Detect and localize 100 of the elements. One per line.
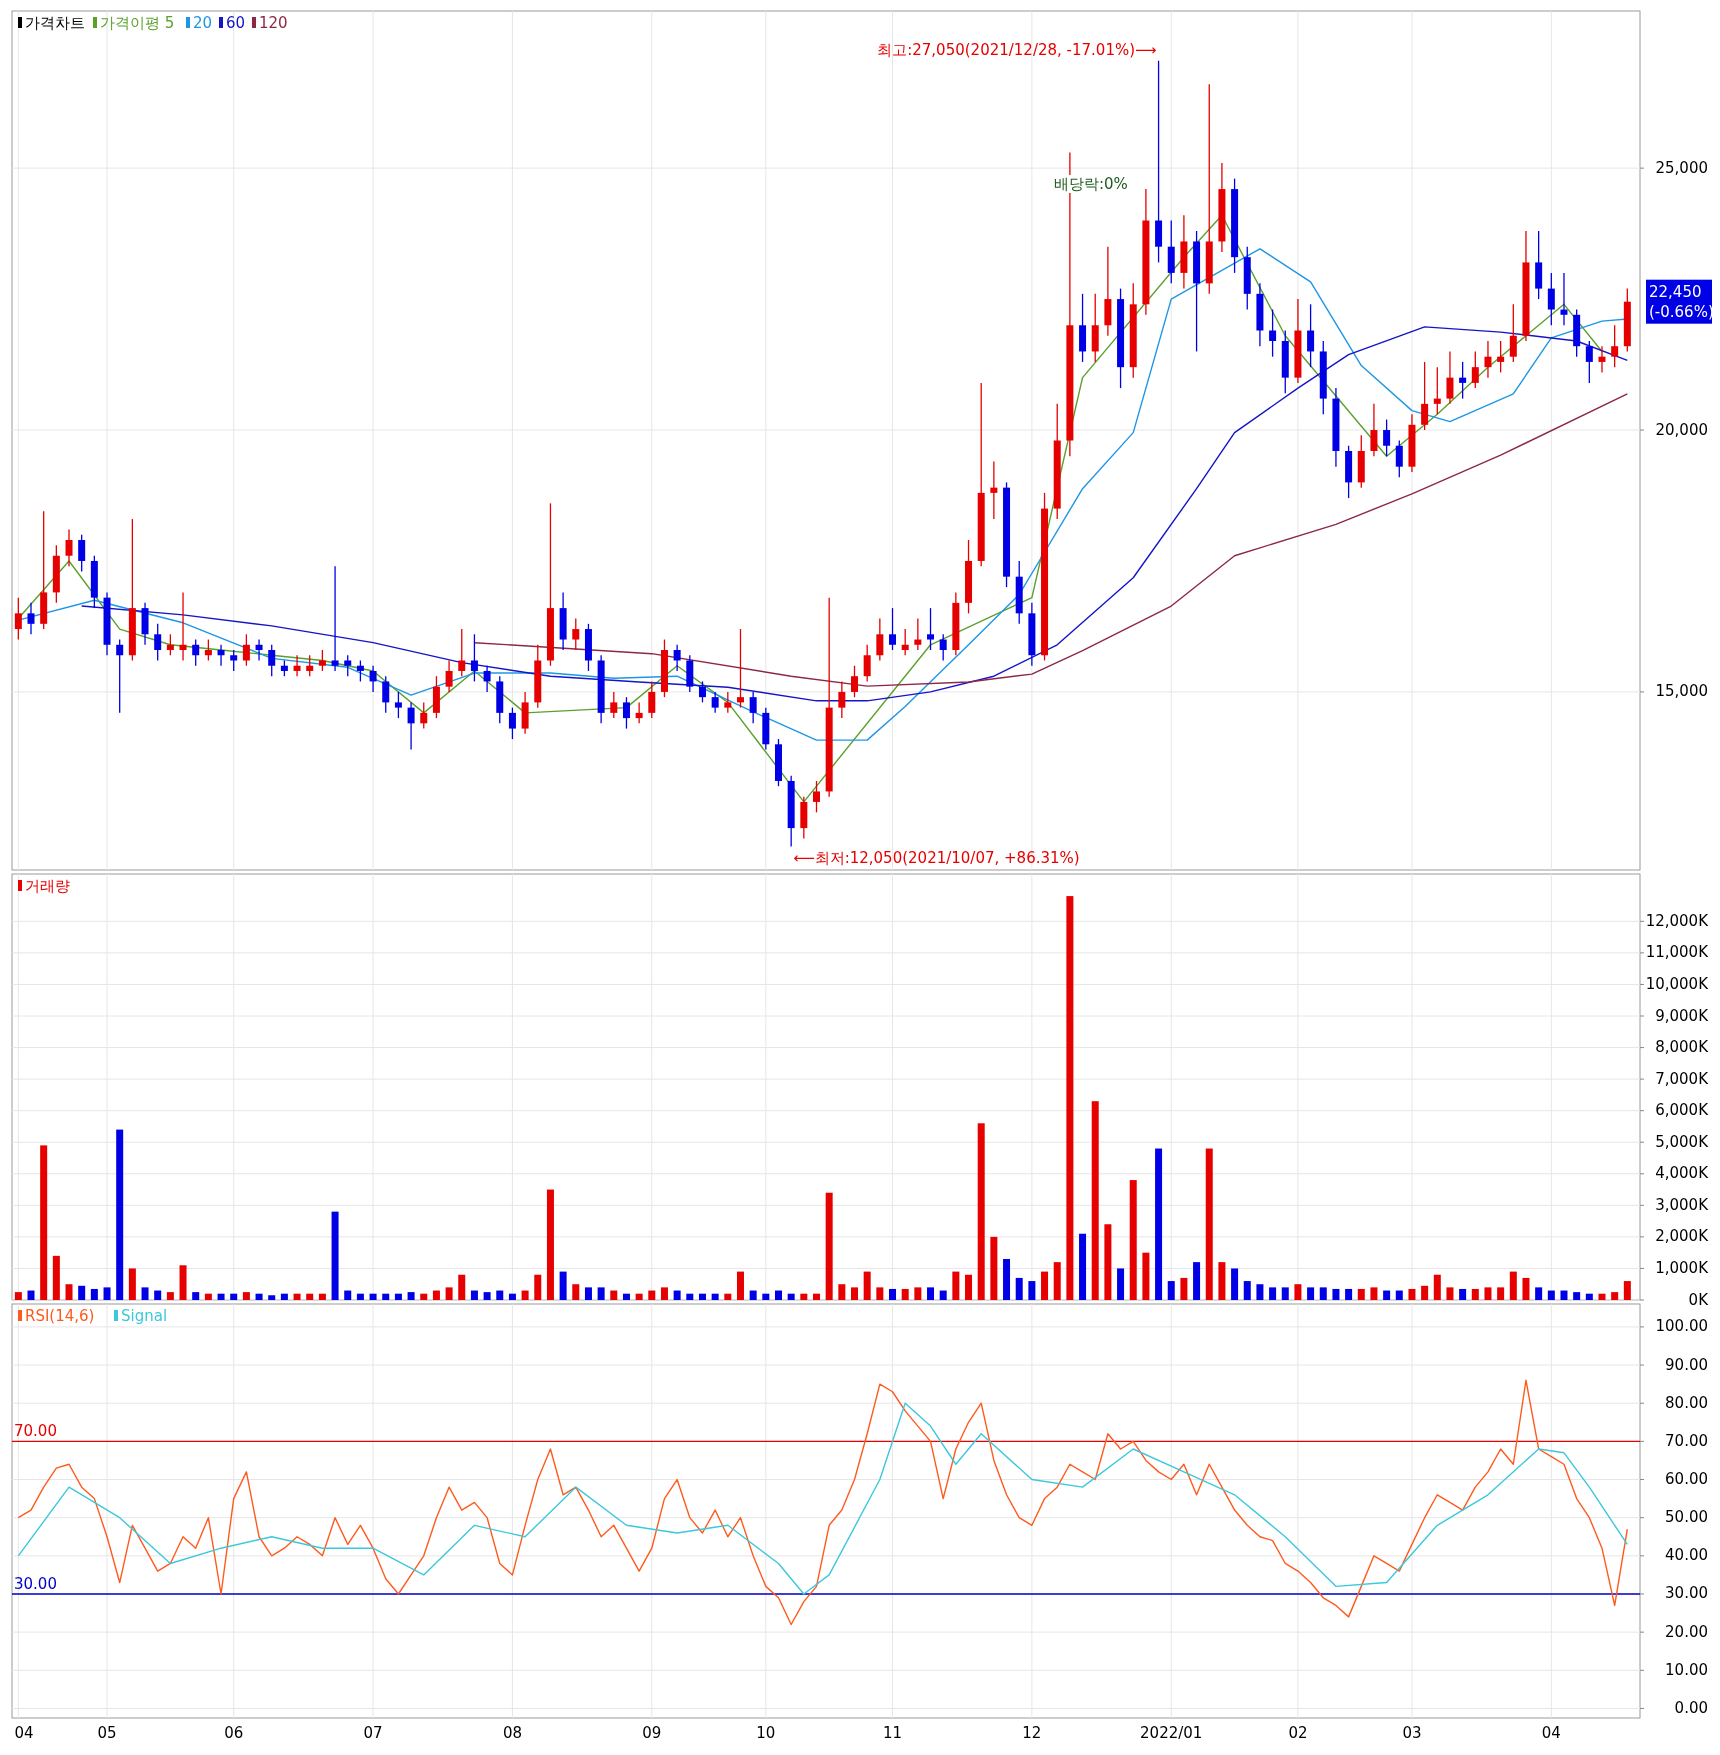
bar [1370, 1287, 1378, 1300]
y-tick-label: 30.00 [1665, 1584, 1708, 1603]
bar [483, 1292, 491, 1300]
bar [14, 1292, 22, 1300]
candlestick [344, 654, 352, 677]
candlestick [1421, 361, 1429, 431]
bar [90, 1288, 98, 1300]
y-tick-label: 0K [1688, 1290, 1710, 1309]
candlestick [65, 528, 73, 567]
y-tick-label: 40.00 [1665, 1546, 1708, 1565]
bar [534, 1274, 542, 1300]
y-tick-label: 6,000K [1655, 1101, 1710, 1120]
y-tick-label: 11,000K [1645, 943, 1710, 962]
candlestick [508, 706, 516, 740]
bar [1281, 1287, 1289, 1300]
bar [1573, 1292, 1581, 1300]
candlestick [572, 617, 580, 651]
bar [952, 1271, 960, 1300]
bar [40, 1145, 48, 1300]
bar [774, 1290, 782, 1300]
candlestick [1307, 303, 1315, 368]
candlestick [1433, 366, 1441, 415]
bar [204, 1293, 212, 1300]
bar [990, 1236, 998, 1300]
candlestick [673, 644, 681, 672]
bar [673, 1290, 681, 1300]
y-tick-label: 20.00 [1665, 1622, 1708, 1641]
bar [1345, 1288, 1353, 1300]
bar [825, 1192, 833, 1300]
bar [914, 1287, 922, 1300]
bar [1535, 1287, 1543, 1300]
bar [27, 1290, 35, 1300]
candlestick [217, 644, 225, 667]
bar [407, 1292, 415, 1300]
y-tick-label: 9,000K [1655, 1006, 1710, 1025]
legend-label: 120 [259, 14, 288, 32]
bar [280, 1293, 288, 1300]
bar [1155, 1148, 1163, 1300]
candlestick [356, 659, 364, 683]
bar [179, 1265, 187, 1300]
bar [584, 1287, 592, 1300]
y-tick-label: 20,000 [1655, 420, 1708, 439]
bar [369, 1293, 377, 1300]
y-tick-label: 4,000K [1655, 1164, 1710, 1183]
bar [1497, 1287, 1505, 1300]
bar [458, 1274, 466, 1300]
candlestick [1370, 403, 1378, 457]
bar [686, 1293, 694, 1300]
bar [851, 1287, 859, 1300]
candlestick [1383, 418, 1391, 457]
y-tick-label: 50.00 [1665, 1508, 1708, 1527]
candlestick [610, 691, 618, 719]
y-tick-label: 10,000K [1645, 974, 1710, 993]
bar [394, 1293, 402, 1300]
bar [635, 1293, 643, 1300]
x-tick-label: 09 [642, 1724, 662, 1742]
bar [1003, 1258, 1011, 1300]
y-tick-label: 70.00 [1665, 1431, 1708, 1450]
y-tick-label: 0.00 [1674, 1698, 1708, 1717]
bar [1560, 1290, 1568, 1300]
candlestick [306, 654, 314, 677]
bar [876, 1287, 884, 1300]
candlestick [255, 638, 263, 662]
bar [1357, 1288, 1365, 1300]
bar [1193, 1262, 1201, 1300]
bar [78, 1285, 86, 1300]
bar [318, 1293, 326, 1300]
bar [445, 1287, 453, 1300]
candlestick [1269, 308, 1277, 358]
annotation: 최고:27,050(2021/12/28, -17.01%)⟶ [877, 40, 1157, 59]
bar [1129, 1180, 1137, 1300]
candlestick [889, 607, 897, 651]
bar [1142, 1252, 1150, 1300]
bar [1294, 1284, 1302, 1300]
candlestick [914, 617, 922, 651]
candlestick [154, 623, 162, 662]
bar [1408, 1288, 1416, 1300]
bar [1015, 1277, 1023, 1300]
bar [1471, 1288, 1479, 1300]
bar [1079, 1233, 1087, 1300]
candlestick [1446, 350, 1454, 405]
candlestick [622, 696, 630, 730]
bar [255, 1293, 263, 1300]
bar [1585, 1293, 1593, 1300]
x-tick-label: 03 [1402, 1724, 1422, 1742]
bar [1167, 1281, 1175, 1300]
bar [1205, 1148, 1213, 1300]
candlestick [736, 628, 744, 709]
candlestick [27, 602, 35, 635]
candlestick [179, 591, 187, 662]
candlestick [724, 691, 732, 714]
bar [166, 1292, 174, 1300]
candlestick [711, 691, 719, 714]
candlestick [445, 659, 453, 693]
bar [838, 1284, 846, 1300]
bar [965, 1274, 973, 1300]
bar [344, 1290, 352, 1300]
legend-label: Signal [121, 1307, 168, 1325]
candlestick [230, 649, 238, 672]
y-tick-label: 5,000K [1655, 1132, 1710, 1151]
